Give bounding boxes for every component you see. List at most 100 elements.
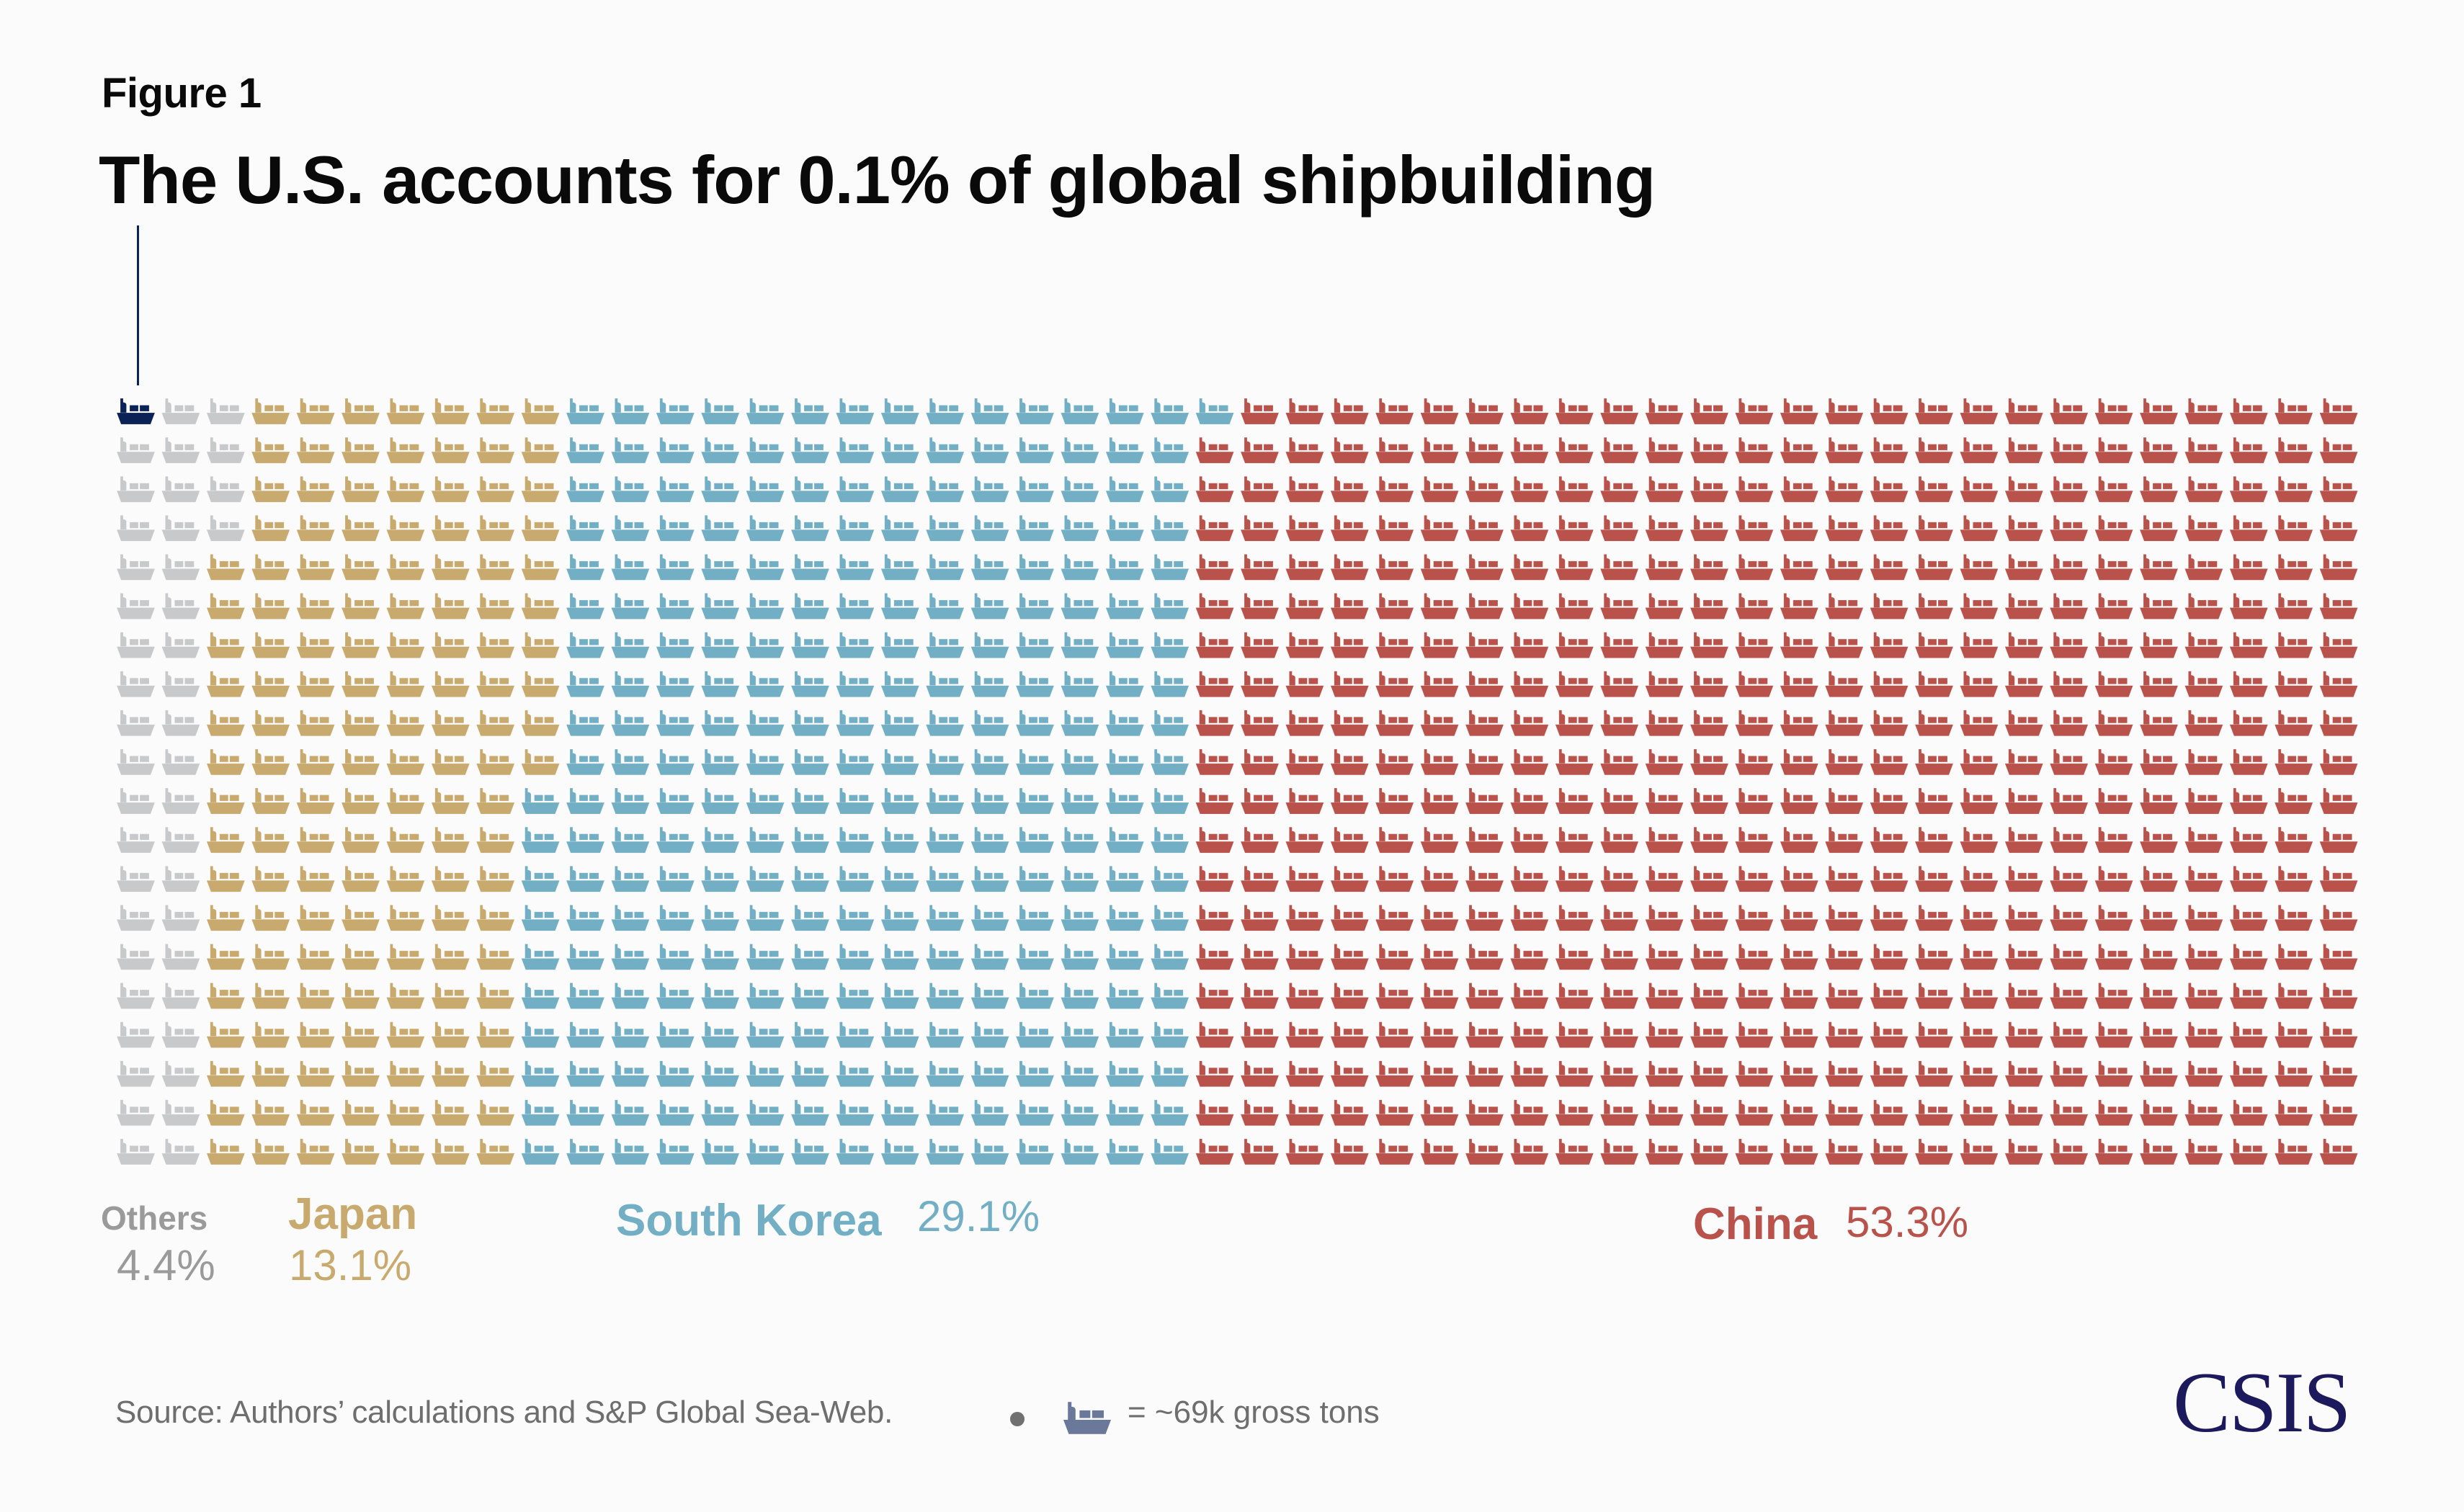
ship-icon-china: [1420, 788, 1459, 814]
ship-icon-south-korea: [1061, 1138, 1099, 1165]
ship-icon-china: [2140, 944, 2178, 970]
ship-icon-china: [1510, 398, 1549, 424]
ship-icon-south-korea: [521, 1021, 560, 1048]
ship-icon-china: [2275, 437, 2313, 464]
ship-icon-china: [1645, 632, 1684, 658]
ship-icon-china: [2184, 944, 2223, 970]
ship-icon-south-korea: [701, 1021, 740, 1048]
ship-icon-south-korea: [836, 944, 875, 970]
ship-icon-china: [1915, 710, 1953, 736]
ship-icon-china: [1555, 983, 1594, 1009]
ship-icon-china: [2184, 1099, 2223, 1126]
ship-icon-china: [2229, 827, 2268, 854]
ship-icon-china: [1510, 866, 1549, 893]
ship-icon-south-korea: [656, 632, 695, 658]
ship-icon-others: [161, 866, 200, 893]
ship-icon-south-korea: [791, 748, 829, 775]
ship-icon-japan: [476, 515, 515, 542]
ship-icon-others: [206, 515, 245, 542]
ship-icon-japan: [431, 748, 470, 775]
ship-icon-china: [1420, 437, 1459, 464]
ship-icon-others: [117, 788, 155, 814]
ship-icon-south-korea: [970, 476, 1009, 503]
ship-icon-south-korea: [656, 554, 695, 581]
ship-icon-south-korea: [926, 866, 965, 893]
ship-icon-china: [2004, 398, 2043, 424]
ship-icon-china: [1465, 593, 1504, 619]
ship-icon-china: [2275, 905, 2313, 931]
ship-icon-south-korea: [566, 1099, 604, 1126]
ship-icon-south-korea: [836, 827, 875, 854]
ship-icon-china: [1960, 437, 1999, 464]
ship-icon-others: [161, 632, 200, 658]
ship-icon-south-korea: [970, 1138, 1009, 1165]
ship-icon-china: [1555, 593, 1594, 619]
ship-icon-south-korea: [926, 1138, 965, 1165]
ship-icon-south-korea: [656, 671, 695, 697]
ship-icon-japan: [431, 1099, 470, 1126]
ship-icon-south-korea: [926, 1060, 965, 1087]
ship-icon-south-korea: [701, 671, 740, 697]
ship-icon-south-korea: [656, 476, 695, 503]
ship-icon-china: [2050, 866, 2089, 893]
ship-icon-japan: [386, 1099, 425, 1126]
ship-icon-others: [161, 1138, 200, 1165]
ship-icon-south-korea: [791, 398, 829, 424]
ship-icon-south-korea: [701, 632, 740, 658]
ship-icon-china: [1690, 866, 1728, 893]
ship-icon-south-korea: [566, 554, 604, 581]
ship-icon-south-korea: [521, 1099, 560, 1126]
ship-icon-china: [1735, 398, 1774, 424]
ship-icon-japan: [296, 1099, 335, 1126]
ship-icon-south-korea: [1016, 748, 1054, 775]
ship-icon-south-korea: [1105, 1138, 1144, 1165]
ship-icon-south-korea: [970, 1099, 1009, 1126]
ship-icon-china: [2319, 827, 2358, 854]
ship-icon-south-korea: [836, 1021, 875, 1048]
ship-icon-japan: [521, 710, 560, 736]
ship-icon-south-korea: [926, 671, 965, 697]
ship-icon-south-korea: [1016, 827, 1054, 854]
ship-icon-others: [117, 1138, 155, 1165]
ship-icon-china: [1735, 437, 1774, 464]
ship-icon-south-korea: [970, 593, 1009, 619]
ship-icon-china: [1645, 1060, 1684, 1087]
ship-icon-japan: [251, 554, 290, 581]
ship-icon-china: [1285, 1060, 1324, 1087]
ship-icon-south-korea: [701, 710, 740, 736]
ship-icon-china: [1960, 1099, 1999, 1126]
ship-icon-south-korea: [880, 515, 919, 542]
ship-icon-china: [1330, 983, 1369, 1009]
ship-icon-china: [1960, 1060, 1999, 1087]
ship-icon-others: [117, 748, 155, 775]
ship-icon-south-korea: [880, 671, 919, 697]
ship-icon-china: [2319, 632, 2358, 658]
ship-icon-south-korea: [1016, 1099, 1054, 1126]
ship-icon-china: [1555, 748, 1594, 775]
ship-icon-japan: [476, 710, 515, 736]
ship-icon-china: [1645, 788, 1684, 814]
ship-icon-china: [1870, 671, 1909, 697]
ship-icon-china: [1915, 944, 1953, 970]
csis-logo: CSIS: [2173, 1354, 2351, 1450]
ship-icon-china: [1960, 866, 1999, 893]
ship-icon-china: [2004, 1021, 2043, 1048]
ship-icon-south-korea: [836, 398, 875, 424]
ship-icon-japan: [296, 905, 335, 931]
ship-icon-japan: [251, 671, 290, 697]
ship-icon-others: [117, 671, 155, 697]
ship-icon-china: [1825, 866, 1864, 893]
ship-icon-china: [1735, 788, 1774, 814]
ship-icon-south-korea: [1105, 1099, 1144, 1126]
ship-icon-china: [1241, 983, 1279, 1009]
ship-icon-south-korea: [701, 905, 740, 931]
ship-icon-china: [2229, 710, 2268, 736]
ship-icon-china: [1780, 983, 1818, 1009]
ship-icon-others: [117, 827, 155, 854]
ship-icon-china: [1690, 827, 1728, 854]
ship-icon-china: [1195, 671, 1234, 697]
ship-icon-china: [2004, 866, 2043, 893]
ship-icon-south-korea: [1061, 632, 1099, 658]
us-leader-line: [137, 225, 139, 385]
ship-icon-south-korea: [880, 398, 919, 424]
